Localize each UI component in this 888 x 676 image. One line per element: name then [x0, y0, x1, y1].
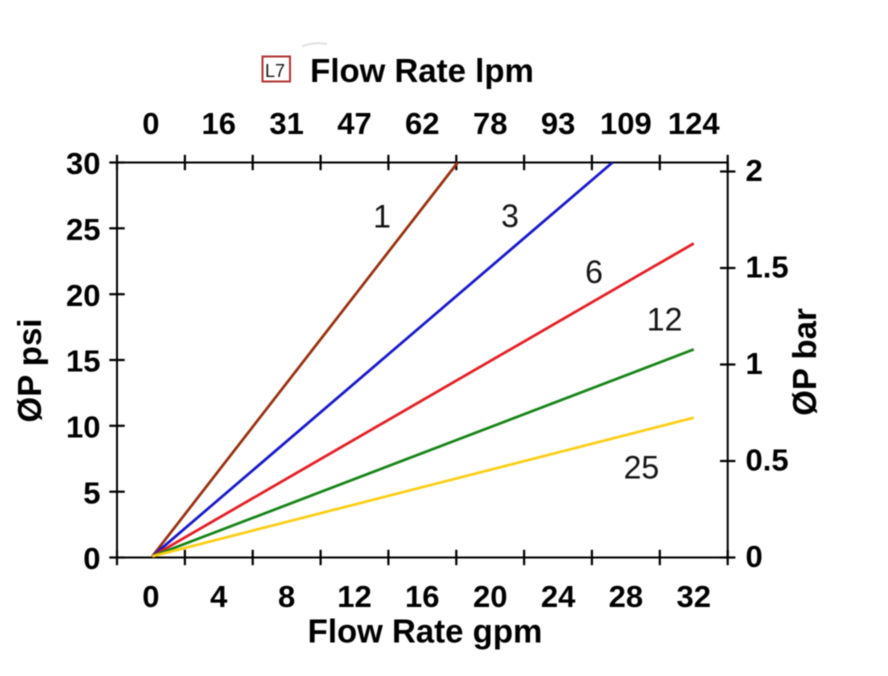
svg-text:6: 6 — [585, 254, 603, 290]
svg-text:Flow Rate gpm: Flow Rate gpm — [308, 613, 543, 650]
svg-text:62: 62 — [405, 106, 439, 141]
svg-text:15: 15 — [66, 344, 100, 379]
svg-text:78: 78 — [473, 106, 507, 141]
svg-text:8: 8 — [278, 579, 295, 614]
svg-text:1.5: 1.5 — [746, 250, 789, 285]
svg-text:0: 0 — [746, 539, 763, 574]
svg-text:16: 16 — [405, 579, 439, 614]
svg-text:16: 16 — [202, 106, 236, 141]
svg-text:12: 12 — [647, 302, 683, 338]
svg-text:25: 25 — [624, 450, 660, 486]
svg-text:32: 32 — [677, 579, 711, 614]
svg-text:124: 124 — [668, 106, 720, 141]
svg-text:47: 47 — [337, 106, 371, 141]
svg-text:30: 30 — [66, 146, 100, 181]
svg-text:93: 93 — [541, 106, 575, 141]
svg-text:0: 0 — [83, 541, 100, 576]
svg-text:31: 31 — [269, 106, 303, 141]
svg-text:1: 1 — [373, 199, 391, 235]
svg-text:28: 28 — [609, 579, 643, 614]
svg-text:ØP psi: ØP psi — [11, 319, 48, 423]
svg-text:1: 1 — [746, 346, 763, 381]
svg-text:L7: L7 — [265, 61, 285, 81]
svg-text:Flow Rate lpm: Flow Rate lpm — [310, 52, 534, 89]
svg-text:10: 10 — [66, 410, 100, 445]
svg-text:ØP bar: ØP bar — [786, 308, 823, 416]
svg-text:12: 12 — [337, 579, 371, 614]
svg-text:0: 0 — [142, 579, 159, 614]
svg-text:24: 24 — [541, 579, 576, 614]
svg-text:25: 25 — [66, 212, 100, 247]
svg-text:109: 109 — [600, 106, 652, 141]
svg-text:0: 0 — [142, 106, 159, 141]
svg-text:3: 3 — [501, 198, 519, 234]
svg-text:20: 20 — [473, 579, 507, 614]
svg-text:0.5: 0.5 — [746, 443, 789, 478]
svg-text:5: 5 — [83, 475, 100, 510]
svg-text:20: 20 — [66, 278, 100, 313]
svg-text:2: 2 — [746, 153, 763, 188]
svg-text:4: 4 — [210, 579, 228, 614]
